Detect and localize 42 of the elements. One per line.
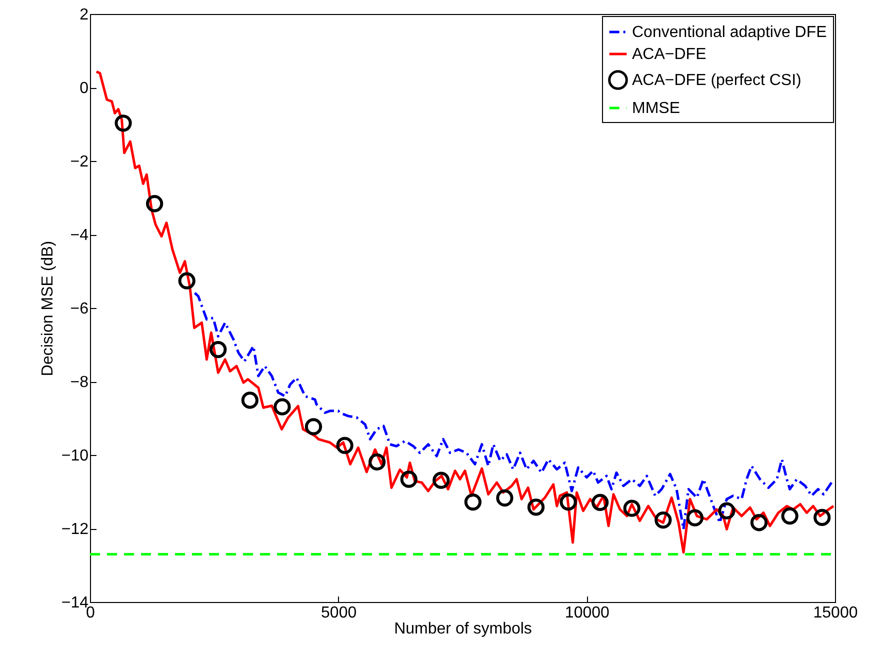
point [623, 500, 640, 517]
point [686, 509, 704, 526]
y-tick-label: −4 [70, 227, 89, 244]
point [464, 493, 482, 511]
line-series [95, 70, 835, 554]
point [560, 493, 577, 511]
x-tick-label: 5000 [321, 604, 357, 622]
line-series [194, 292, 833, 530]
y-axis-title: Decision MSE (dB) [39, 240, 56, 376]
y-tick-label: −8 [70, 374, 89, 391]
y-tick-label: −2 [70, 154, 89, 170]
point [750, 514, 768, 532]
point [178, 272, 196, 290]
legend-label: Conventional adaptive DFE [632, 24, 827, 41]
y-tick-label: −6 [70, 300, 89, 318]
point [368, 453, 386, 471]
legend-label: ACA−DFE [632, 46, 706, 63]
point [274, 398, 291, 416]
point [718, 502, 736, 520]
point [146, 195, 164, 212]
x-tick-label: 15000 [813, 604, 858, 622]
point [654, 511, 672, 529]
x-tick-label: 10000 [564, 604, 610, 622]
y-tick-label: −10 [61, 448, 89, 464]
point [210, 340, 227, 358]
x-axis-title: Number of symbols [394, 620, 532, 638]
point [241, 392, 258, 409]
y-tick-label: −12 [61, 521, 89, 538]
point [400, 470, 418, 488]
point [814, 508, 831, 526]
point [592, 494, 609, 511]
y-tick-label: 2 [80, 6, 89, 24]
point [527, 498, 545, 516]
y-tick-label: 0 [80, 80, 89, 97]
legend-label: MMSE [632, 100, 680, 117]
point [432, 472, 450, 489]
point [336, 436, 354, 454]
legend-label: ACA−DFE (perfect CSI) [632, 72, 802, 89]
point [781, 507, 798, 525]
point [496, 489, 514, 507]
point [114, 114, 132, 132]
point [304, 418, 322, 436]
